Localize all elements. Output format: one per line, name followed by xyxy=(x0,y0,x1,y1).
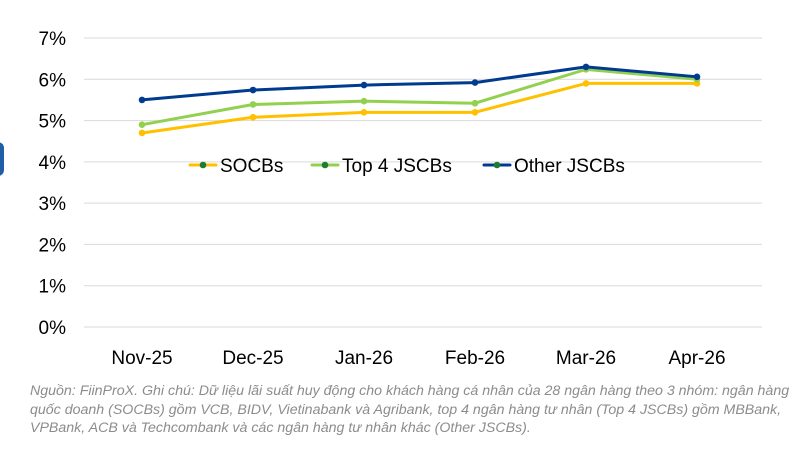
x-tick-label: Nov-25 xyxy=(111,348,172,369)
legend-marker xyxy=(321,161,329,169)
y-axis: 0% 1% 2% 3% 4% 5% 6% 7% xyxy=(39,29,67,339)
data-point xyxy=(138,129,146,137)
data-point xyxy=(360,81,368,89)
y-tick-label: 2% xyxy=(39,235,67,256)
legend-marker xyxy=(493,161,501,169)
data-point xyxy=(471,109,479,116)
x-tick-label: Feb-26 xyxy=(445,348,505,369)
series-line-1 xyxy=(140,67,699,127)
x-tick-label: Jan-26 xyxy=(335,348,393,369)
x-tick-label: Dec-25 xyxy=(222,348,283,369)
edge-decoration xyxy=(0,142,4,176)
y-tick-label: 5% xyxy=(39,112,67,133)
gridlines xyxy=(84,37,762,328)
y-tick-label: 4% xyxy=(39,153,67,174)
data-point xyxy=(360,97,368,105)
data-point xyxy=(582,80,590,87)
data-point xyxy=(360,109,368,116)
legend-label: Top 4 JSCBs xyxy=(342,156,452,177)
data-point xyxy=(471,99,479,107)
x-axis: Nov-25 Dec-25 Jan-26 Feb-26 Mar-26 Apr-26 xyxy=(111,348,725,369)
y-tick-label: 1% xyxy=(39,277,67,298)
legend-label: Other JSCBs xyxy=(514,156,625,177)
legend: SOCBs Top 4 JSCBs Other JSCBs xyxy=(188,156,625,177)
data-point xyxy=(138,96,146,104)
data-point xyxy=(249,113,257,121)
series-line-2 xyxy=(140,65,699,102)
x-tick-label: Apr-26 xyxy=(668,348,725,369)
y-tick-label: 0% xyxy=(39,318,67,339)
data-point xyxy=(582,63,590,71)
data-point xyxy=(471,79,479,86)
data-point xyxy=(249,101,257,108)
legend-marker xyxy=(199,161,207,169)
line-chart: 0% 1% 2% 3% 4% 5% 6% 7% Nov-25 Dec-25 Jan-26 Feb-2… xyxy=(39,29,762,369)
series-lines xyxy=(138,63,701,137)
data-point xyxy=(693,73,701,81)
data-point xyxy=(138,121,146,128)
x-tick-label: Mar-26 xyxy=(556,348,616,369)
legend-label: SOCBs xyxy=(220,156,283,177)
y-tick-label: 3% xyxy=(39,194,67,215)
source-note: Nguồn: FiinProX. Ghi chú: Dữ liệu lãi su… xyxy=(30,383,790,437)
y-tick-label: 6% xyxy=(39,70,67,91)
data-point xyxy=(249,86,257,94)
series-line-0 xyxy=(140,81,699,135)
y-tick-label: 7% xyxy=(39,29,67,50)
